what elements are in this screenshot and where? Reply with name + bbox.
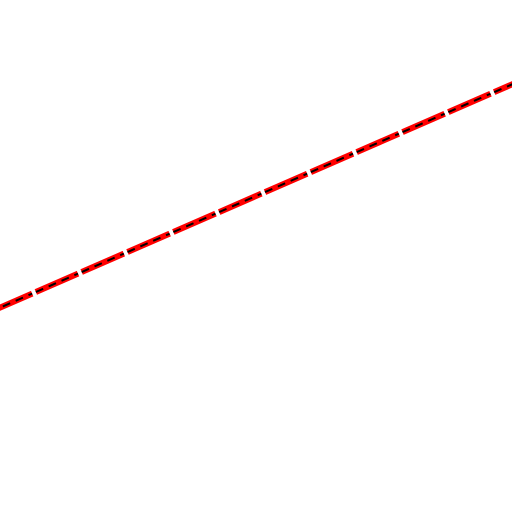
line-segment-black-core [356,132,400,154]
line-segment-black-core [218,192,262,213]
line-segment-black-core [81,252,125,273]
line-segment-black-core [402,112,446,134]
line-segment-black-core [264,172,308,193]
dashed-diagonal-line [0,81,512,311]
line-segment-red [0,290,34,311]
line-segment-black-core [35,272,79,293]
line-segment-black-core [447,92,491,114]
line-segment-black-core [172,212,216,233]
line-segment-black-core [493,83,512,94]
line-segment-black-core [127,232,171,253]
line-segment-black-core [310,152,354,174]
